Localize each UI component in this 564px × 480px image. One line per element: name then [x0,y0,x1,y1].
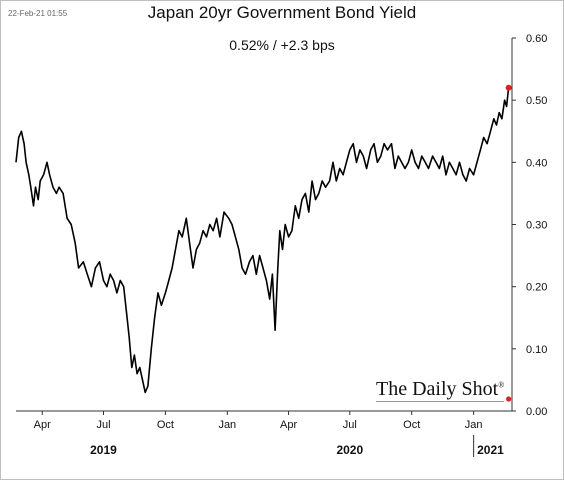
timestamp: 22-Feb-21 01:55 [8,9,68,18]
brand-logo: The Daily Shot® [376,378,504,401]
x-tick-label: Oct [157,419,174,431]
brand-rule [376,401,504,402]
yield-series-line [15,87,510,394]
x-tick-label: Jan [218,419,236,431]
brand-mark: ® [498,380,505,390]
x-tick-label: Apr [34,419,51,431]
x-tick-label: Jan [465,419,483,431]
chart-subtitle: 0.52% / +2.3 bps [229,37,335,53]
y-tick-label: 0.20 [526,282,547,294]
year-label: 2021 [477,443,504,457]
x-tick-label: Jul [343,419,357,431]
y-tick-label: 0.50 [526,95,547,107]
x-tick-label: Jul [96,419,110,431]
axis-marker [506,396,512,402]
y-tick-label: 0.10 [526,344,547,356]
x-tick-label: Apr [280,419,297,431]
y-tick-label: 0.30 [526,220,547,232]
y-tick-label: 0.60 [526,33,547,45]
y-tick-label: 0.00 [526,406,547,418]
year-label: 2020 [336,443,363,457]
y-tick-label: 0.40 [526,157,547,169]
chart-title: Japan 20yr Government Bond Yield [147,3,417,22]
x-tick-label: Oct [403,419,420,431]
year-label: 2019 [90,443,117,457]
brand-text: The Daily Shot [376,378,499,400]
last-value-marker [505,84,512,91]
